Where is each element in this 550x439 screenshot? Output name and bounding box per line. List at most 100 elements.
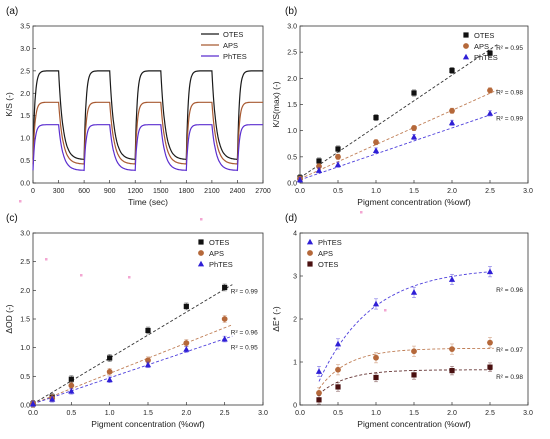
data-point-otes [316,397,322,403]
y-tick-label: 0.5 [287,154,297,161]
data-point-aps [68,382,75,389]
y-tick-label: 1.0 [20,345,30,352]
data-point-otes [222,284,228,291]
fit-line-phtes [299,111,498,181]
r2-annotation: R² = 0.95 [496,45,523,52]
data-point-otes [145,327,151,334]
data-point-phtes [144,361,152,368]
data-point-phtes [296,176,304,183]
legend-label: OTES [318,260,338,269]
data-point-aps [449,107,455,114]
y-axis-title: K/S (-) [4,92,14,117]
speck-mark [360,211,363,214]
y-tick-label: 0.0 [20,181,30,188]
legend-marker [198,250,204,256]
x-tick-label: 1.0 [371,410,381,417]
r2-annotation: R² = 0.99 [231,288,258,295]
x-tick-label: 0 [31,188,35,195]
data-point-phtes [410,289,418,295]
fit-line-phtes [32,335,233,405]
x-tick-label: 2.0 [181,410,191,417]
x-tick-label: 1.0 [105,410,115,417]
decorative-specks [19,200,387,312]
y-tick-label: 3 [293,274,297,281]
plot-frame [299,25,529,184]
r2-annotation: R² = 0.99 [496,116,523,123]
y-tick-label: 0.0 [287,181,297,188]
chart-panel-b: (b) 0.0 0.5 1.0 1.5 2.0 2.5 3.0 0.0 0.5 1.0 1.5 2.0 2… [271,6,533,207]
fit-line-phtes [318,271,494,382]
data-point-phtes [448,276,456,282]
panel-label: (d) [285,213,297,224]
legend-marker [462,53,470,60]
y-tick-label: 2.0 [287,76,297,83]
x-tick-label: 2.5 [485,410,495,417]
y-tick-label: 0.0 [20,403,30,410]
series-line-phtes [32,124,263,172]
y-tick-label: 2.5 [287,50,297,57]
legend-marker [463,32,469,38]
y-tick-label: 4 [293,231,297,238]
data-point-aps [335,153,341,160]
speck-mark [384,309,387,312]
r2-annotation: R² = 0.98 [496,89,523,96]
legend-label: APS [209,249,224,258]
data-point-phtes [334,340,342,347]
y-tick-label: 3.0 [20,46,30,53]
x-tick-label: 0.5 [333,188,343,195]
legend-marker [306,238,314,245]
data-point-phtes [486,110,494,116]
data-point-phtes [183,346,190,352]
data-point-otes [373,374,379,381]
x-axis-title: Pigment concentration (%owf) [357,197,471,207]
data-point-aps [487,339,493,346]
x-tick-label: 2.0 [447,188,457,195]
data-point-otes [373,114,379,121]
chart-panel-c: (c) 0.0 0.5 1.0 1.5 2.0 2.5 3.0 0.0 0.5 1.0 1.5 2.0 2… [4,213,268,429]
x-tick-label: 2700 [255,188,271,195]
y-tick-label: 2 [293,317,297,324]
fit-line-otes [299,43,498,179]
y-axis-title: ΔE* (-) [271,306,281,332]
data-point-otes [411,372,417,378]
y-axis-title: K/S(max) (-) [271,81,281,127]
data-point-otes [183,303,189,309]
x-tick-label: 0.0 [295,410,305,417]
x-tick-label: 300 [53,188,65,195]
data-point-aps [335,366,341,373]
data-point-phtes [68,387,75,394]
x-axis-title: Pigment concentration (%owf) [91,419,205,429]
panel-label: (c) [6,213,18,224]
x-tick-label: 900 [104,188,116,195]
y-tick-label: 2.0 [20,288,30,295]
data-point-aps [487,87,493,94]
x-tick-label: 2100 [204,188,220,195]
fit-line-otes [32,284,233,405]
x-tick-label: 1200 [127,188,143,195]
y-tick-label: 3.0 [20,231,30,238]
x-tick-label: 1500 [153,188,169,195]
y-tick-label: 2.5 [20,68,30,75]
x-tick-label: 3.0 [523,188,533,195]
y-tick-label: 1 [293,360,297,367]
legend-label: PhTES [209,260,233,269]
data-point-phtes [315,167,323,173]
legend-label: PhTES [474,53,498,62]
x-tick-label: 0.0 [28,410,38,417]
legend-marker [307,261,313,267]
data-point-phtes [49,395,56,402]
x-tick-label: 0.0 [295,188,305,195]
data-point-aps [106,368,113,375]
y-tick-label: 0.5 [20,158,30,165]
data-point-otes [335,384,341,390]
x-tick-label: 2400 [230,188,246,195]
y-tick-label: 2.5 [20,259,30,266]
r2-annotation: R² = 0.95 [231,345,258,352]
x-tick-label: 1800 [179,188,195,195]
x-tick-label: 1.5 [143,410,153,417]
y-tick-label: 1.0 [287,128,297,135]
x-axis-title: Time (sec) [128,197,168,207]
r2-annotation: R² = 0.98 [496,374,523,381]
x-tick-label: 3.0 [523,410,533,417]
data-point-phtes [372,147,380,153]
